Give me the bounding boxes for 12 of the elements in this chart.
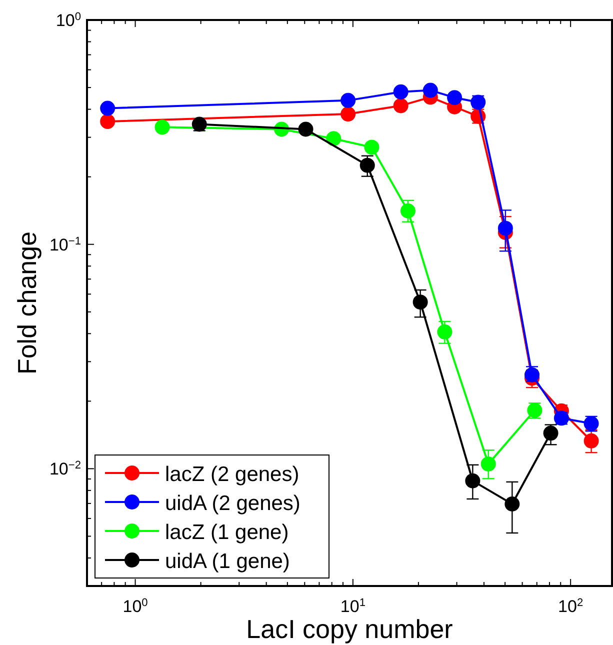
- x-tick-label: 10$^{2}$: [558, 597, 584, 616]
- x-tick-label: 10$^{1}$: [340, 597, 366, 616]
- legend-label: uidA (2 genes): [165, 492, 300, 515]
- y-tick-label: 10$^{0}$: [56, 11, 81, 30]
- y-axis-title: Fold change: [12, 231, 42, 375]
- legend-label: lacZ (1 gene): [165, 521, 289, 544]
- y-tick-label: 10$^{−1}$: [49, 235, 81, 254]
- legend-label: uidA (1 gene): [165, 550, 290, 573]
- y-tick-label: 10$^{−2}$: [49, 460, 81, 479]
- x-axis-title: LacI copy number: [246, 614, 454, 644]
- x-tick-label: 10$^{0}$: [122, 597, 148, 616]
- legend-label: lacZ (2 genes): [165, 463, 300, 486]
